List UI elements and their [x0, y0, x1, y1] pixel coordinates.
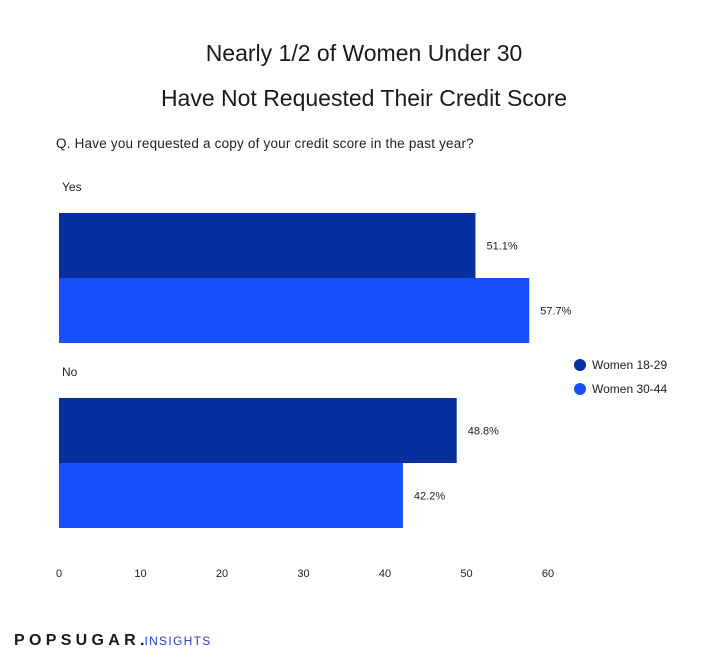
x-tick-label: 40 — [379, 568, 391, 580]
brand-dot: . — [139, 632, 145, 649]
data-label: 48.8% — [468, 426, 499, 438]
legend-item-women-18-29: Women 18-29 — [574, 358, 667, 372]
popsugar-insights-logo: POPSUGAR.INSIGHTS — [14, 632, 212, 650]
data-label: 51.1% — [486, 241, 517, 253]
x-tick-label: 30 — [297, 568, 309, 580]
data-label: 57.7% — [540, 306, 571, 318]
bar-no-series-1 — [59, 463, 403, 528]
legend-label: Women 30-44 — [592, 382, 668, 396]
bar-yes-series-0 — [59, 213, 476, 278]
chart-subtitle: Have Not Requested Their Credit Score — [160, 85, 568, 111]
brand-name: POPSUGAR — [14, 632, 140, 649]
bar-yes-series-1 — [59, 278, 530, 343]
chart-title: Nearly 1/2 of Women Under 30 — [205, 40, 523, 66]
legend-label: Women 18-29 — [592, 358, 668, 372]
data-label: 42.2% — [414, 491, 445, 503]
brand-suffix: INSIGHTS — [144, 634, 212, 648]
category-label: Yes — [62, 180, 82, 194]
x-tick-label: 20 — [216, 568, 228, 580]
survey-question: Q. Have you requested a copy of your cre… — [56, 136, 474, 151]
legend-swatch — [574, 359, 586, 371]
x-tick-label: 10 — [134, 568, 146, 580]
legend-item-women-30-44: Women 30-44 — [574, 382, 667, 396]
x-tick-label: 50 — [460, 568, 472, 580]
x-tick-label: 0 — [56, 568, 62, 580]
legend-swatch — [574, 383, 586, 395]
x-tick-label: 60 — [542, 568, 554, 580]
bar-no-series-0 — [59, 398, 457, 463]
category-label: No — [62, 365, 78, 379]
